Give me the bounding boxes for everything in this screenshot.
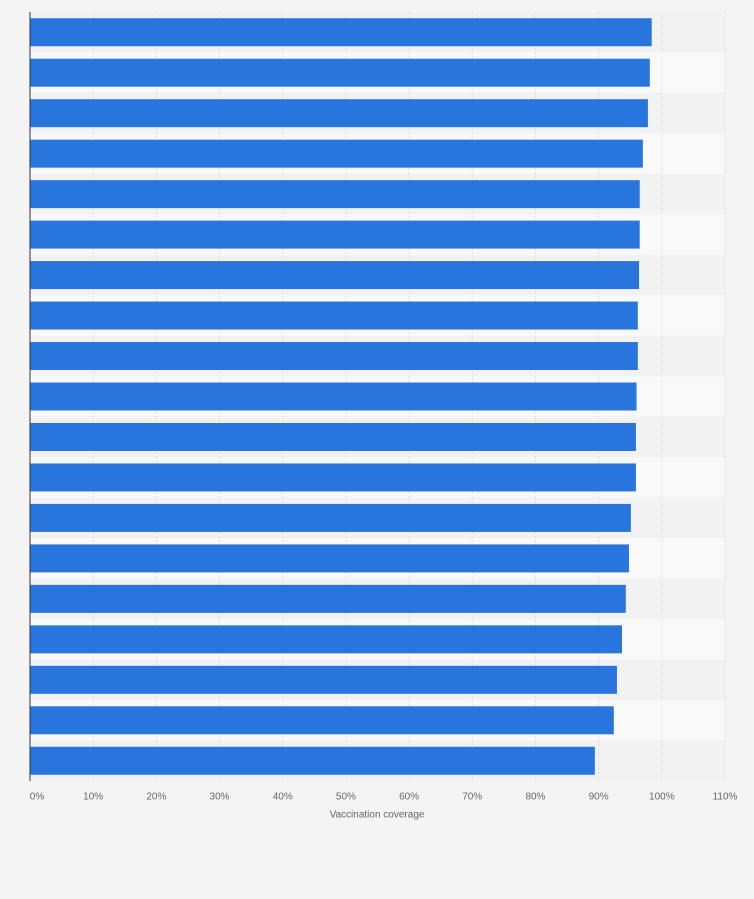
x-tick-label: 30% [210,792,230,803]
bar [30,544,629,573]
x-tick-label: 90% [589,792,609,803]
bar [30,180,640,209]
x-tick-label: 40% [273,792,293,803]
bar [30,342,638,371]
bar [30,625,623,654]
bar [30,58,650,87]
bar [30,301,638,330]
x-tick-label: 100% [649,792,675,803]
bar [30,706,614,735]
x-tick-label: 60% [399,792,419,803]
bar [30,99,648,128]
bar [30,503,631,532]
x-tick-label: 80% [525,792,545,803]
bar [30,18,652,47]
x-axis-label: Vaccination coverage [330,810,425,821]
x-tick-label: 0% [30,792,45,803]
bar [30,220,640,249]
bar [30,665,617,694]
bar [30,584,626,613]
x-tick-label: 10% [83,792,103,803]
bar [30,746,595,775]
bar [30,422,636,451]
bar [30,261,640,290]
x-tick-label: 110% [713,792,738,803]
x-tick-label: 50% [336,792,356,803]
bar [30,382,637,411]
bar [30,139,643,168]
x-tick-label: 70% [462,792,482,803]
bar [30,463,636,492]
x-tick-label: 20% [146,792,166,803]
